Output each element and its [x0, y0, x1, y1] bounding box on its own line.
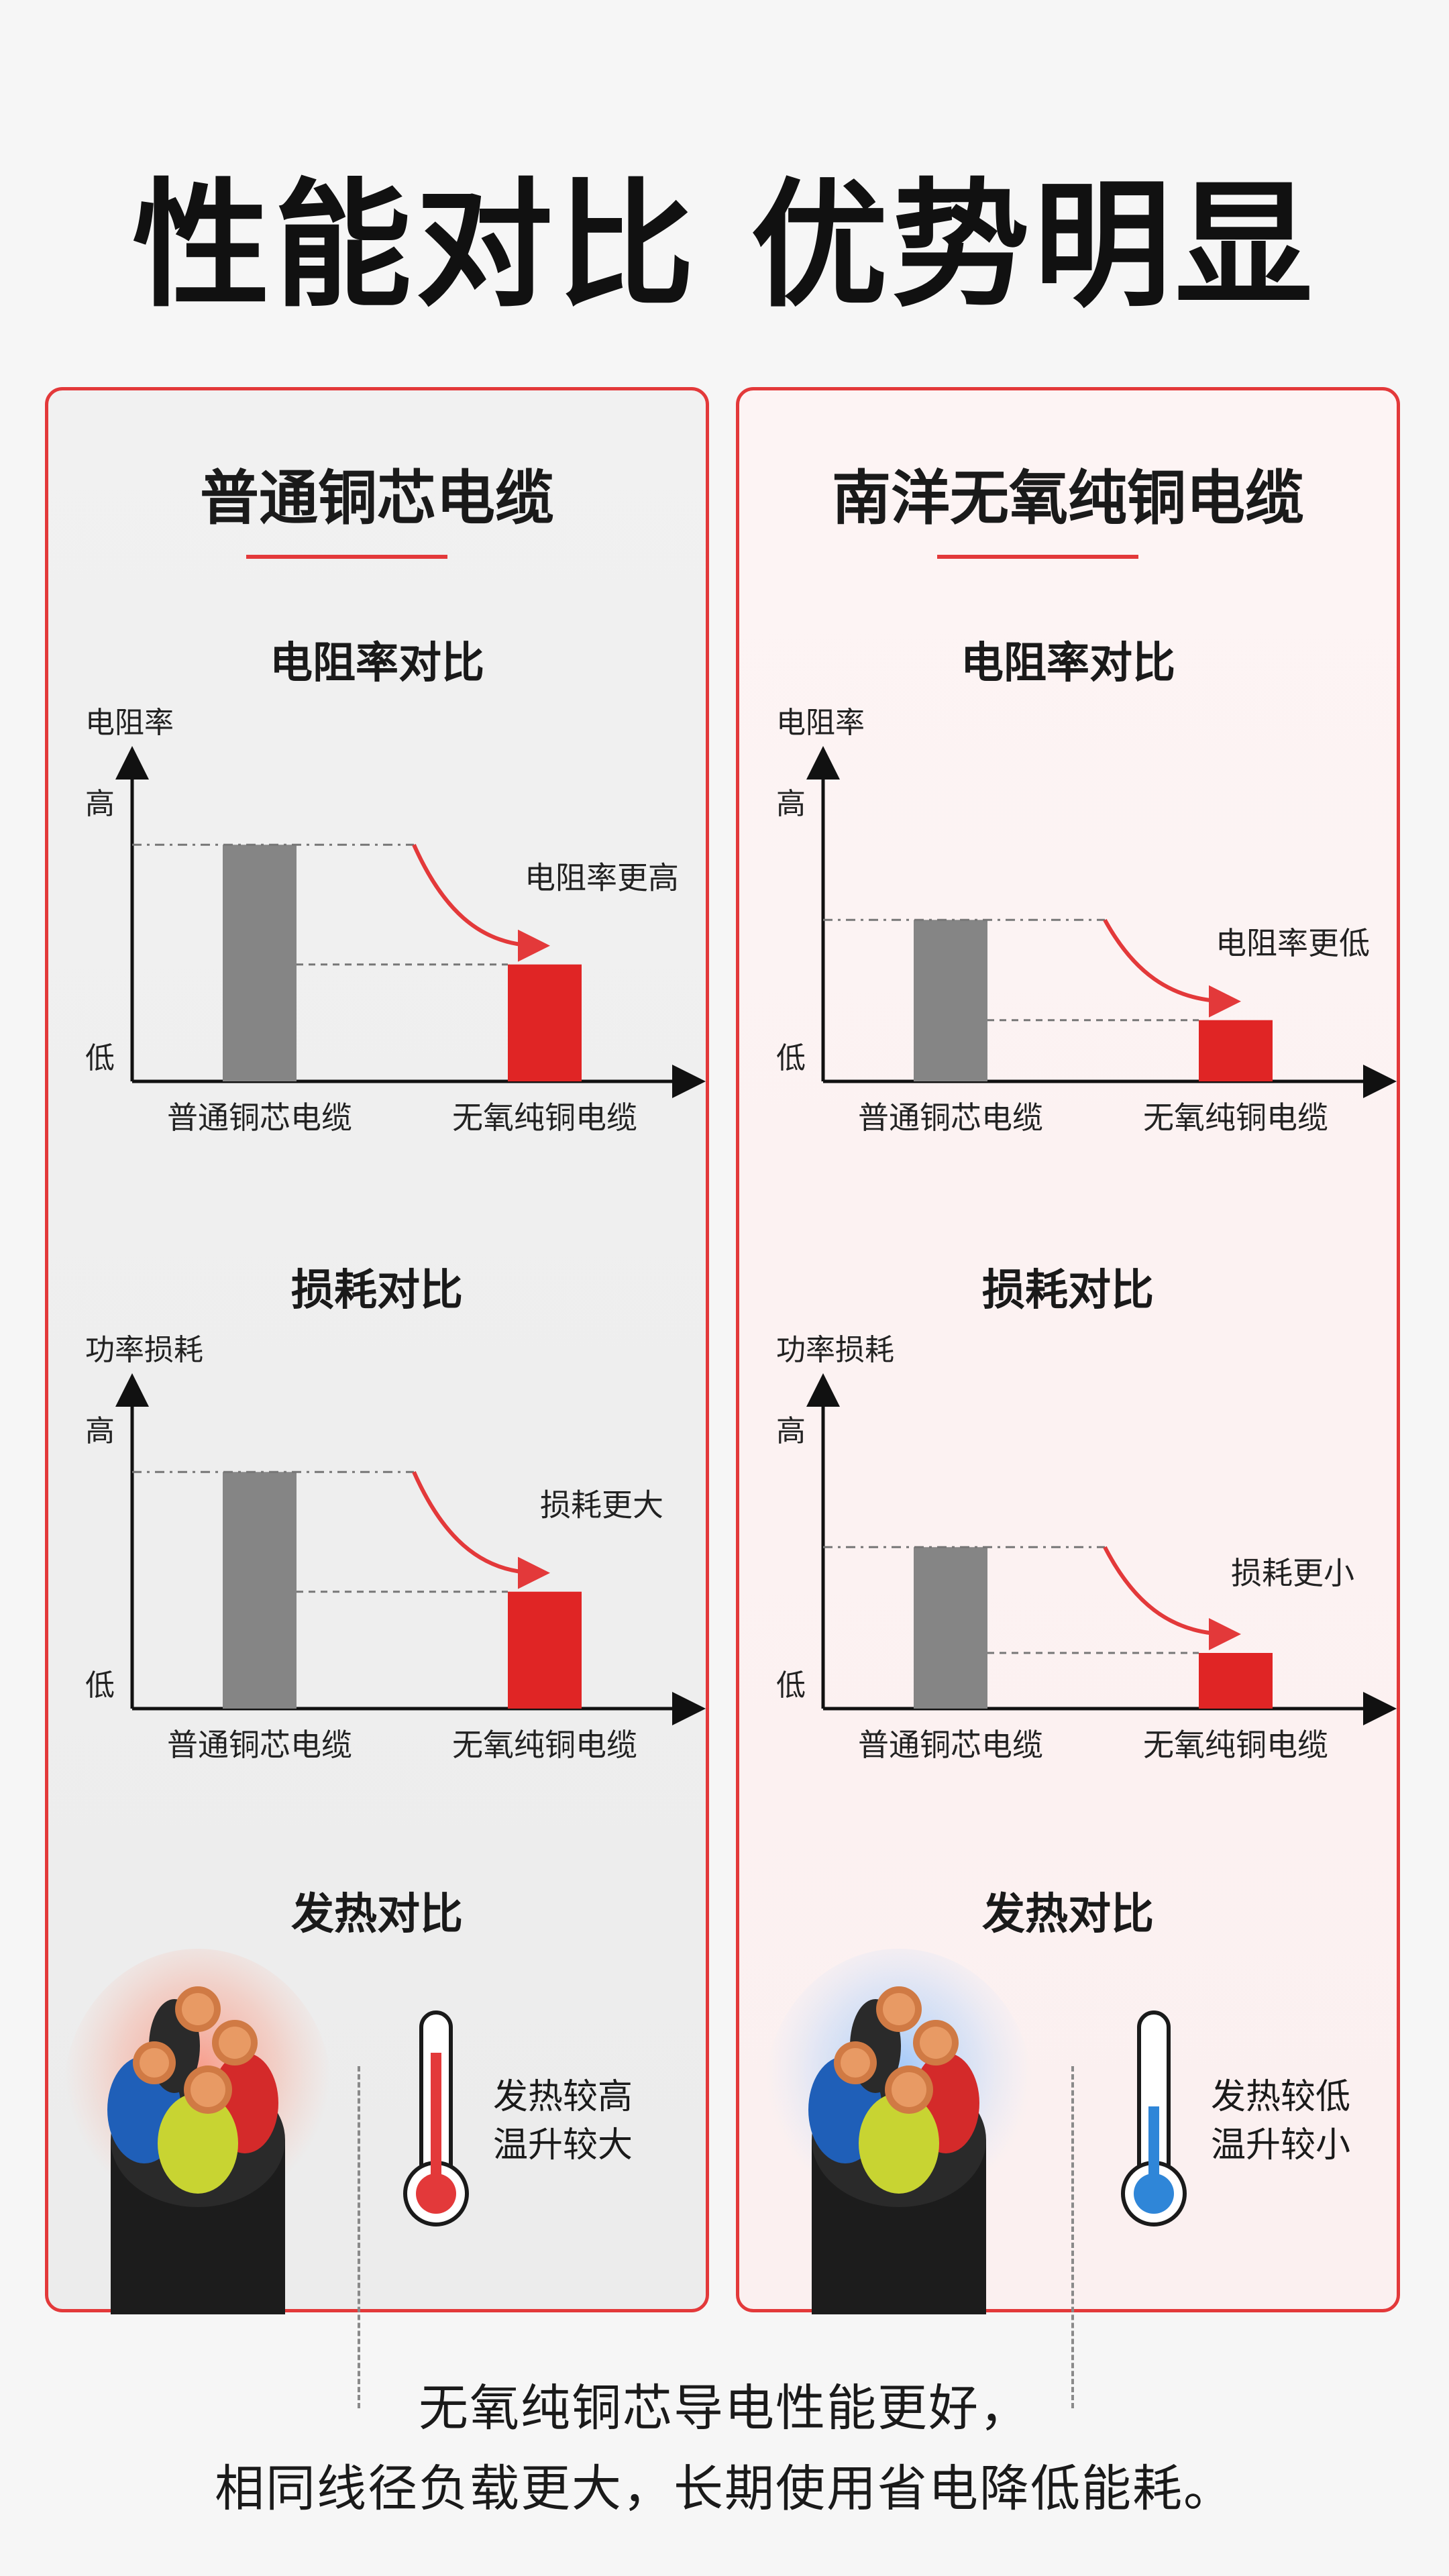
loss-section-title: 损耗对比	[982, 1266, 1154, 1316]
heat-line-1: 发热较低	[1211, 2077, 1351, 2117]
annotation-arrow	[412, 844, 550, 962]
bar-1	[914, 1547, 987, 1709]
title-underline	[246, 555, 447, 559]
x-tick-label: 普通铜芯电缆	[167, 1727, 352, 1763]
heat-description-high: 发热较高 温升较大	[493, 2073, 633, 2169]
heat-line-2: 温升较小	[1211, 2125, 1351, 2165]
bar-1	[914, 920, 987, 1081]
y-tick-high: 高	[776, 1414, 806, 1448]
x-tick-label: 无氧纯铜电缆	[452, 1727, 637, 1763]
heat-divider	[358, 2066, 360, 2408]
hot-cable-illustration	[64, 1949, 332, 2314]
y-tick-high: 高	[776, 787, 806, 821]
annotation-arrow	[1103, 918, 1241, 1018]
y-tick-low: 低	[85, 1668, 115, 1703]
footer-line-2: 相同线径负载更大，长期使用省电降低能耗。	[215, 2460, 1234, 2518]
y-axis-label: 电阻率	[776, 706, 865, 740]
y-axis-label: 功率损耗	[776, 1333, 894, 1367]
x-tick-label: 无氧纯铜电缆	[1143, 1727, 1328, 1763]
thermometer-low-icon	[1121, 2010, 1187, 2226]
resistivity-section-title: 电阻率对比	[961, 639, 1175, 688]
y-axis-label: 电阻率	[85, 706, 174, 740]
annotation-label: 损耗更小	[1231, 1555, 1354, 1591]
annotation-arrow	[1103, 1546, 1241, 1650]
annotation-arrow	[412, 1471, 550, 1589]
y-tick-low: 低	[85, 1041, 115, 1075]
annotation-label: 电阻率更高	[525, 859, 679, 896]
bar-2	[1199, 1653, 1273, 1709]
bar-1	[223, 845, 297, 1081]
thermometer-high-icon	[403, 2010, 469, 2226]
y-tick-low: 低	[776, 1668, 806, 1703]
bar-1	[223, 1472, 297, 1709]
x-tick-label: 无氧纯铜电缆	[452, 1099, 637, 1136]
heat-divider	[1071, 2066, 1074, 2408]
y-tick-high: 高	[85, 1414, 115, 1448]
x-tick-label: 普通铜芯电缆	[167, 1099, 352, 1136]
panel-title: 普通铜芯电缆	[199, 464, 554, 533]
y-axis-label: 功率损耗	[85, 1333, 203, 1367]
resistivity-section-title: 电阻率对比	[270, 639, 484, 688]
annotation-label: 损耗更大	[540, 1487, 663, 1523]
x-tick-label: 普通铜芯电缆	[858, 1727, 1043, 1763]
heat-section-title: 发热对比	[291, 1890, 463, 1939]
footer-line-1: 无氧纯铜芯导电性能更好，	[419, 2379, 1030, 2437]
bar-2	[508, 964, 582, 1081]
heat-section-title: 发热对比	[982, 1890, 1154, 1939]
cool-cable-illustration	[765, 1949, 1033, 2314]
panel-title: 南洋无氧纯铜电缆	[831, 464, 1304, 533]
x-tick-label: 无氧纯铜电缆	[1143, 1099, 1328, 1136]
bar-2	[1199, 1020, 1273, 1081]
panel-nanyang-oxygen-free-copper: 南洋无氧纯铜电缆 电阻率对比 电阻率高低普通铜芯电缆 无氧纯铜电缆 电阻率更低 损耗…	[736, 387, 1400, 2312]
x-tick-label: 普通铜芯电缆	[858, 1099, 1043, 1136]
heat-line-1: 发热较高	[493, 2077, 633, 2117]
annotation-label: 电阻率更低	[1216, 925, 1370, 961]
y-tick-high: 高	[85, 787, 115, 821]
loss-section-title: 损耗对比	[291, 1266, 463, 1316]
y-tick-low: 低	[776, 1041, 806, 1075]
heat-description-low: 发热较低 温升较小	[1211, 2073, 1350, 2169]
heat-line-2: 温升较大	[493, 2125, 633, 2165]
title-underline	[937, 555, 1138, 559]
page-title: 性能对比 优势明显	[132, 166, 1317, 326]
bar-2	[508, 1591, 582, 1709]
